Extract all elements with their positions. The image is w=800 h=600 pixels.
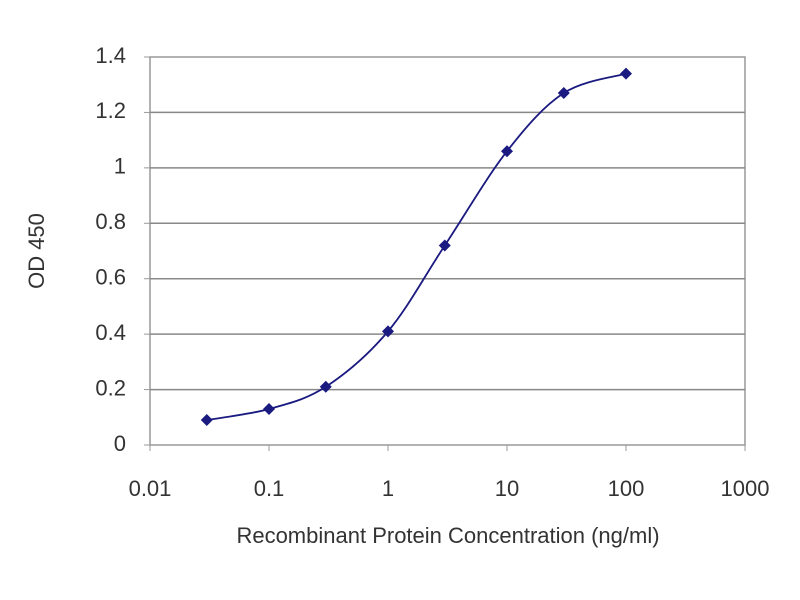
series-line xyxy=(206,72,627,421)
data-point xyxy=(501,145,513,158)
data-point xyxy=(557,87,570,100)
data-point xyxy=(438,239,451,252)
data-point xyxy=(620,67,632,80)
data-point xyxy=(319,380,332,393)
y-tick-label: 0.6 xyxy=(95,265,126,290)
data-point xyxy=(263,402,275,415)
y-tick-label: 0.4 xyxy=(95,320,126,345)
y-tick-label: 0.8 xyxy=(95,209,126,234)
data-point xyxy=(200,414,213,427)
x-tick-label: 0.01 xyxy=(129,476,172,501)
x-tick-label: 0.1 xyxy=(254,476,285,501)
y-tick-label: 0 xyxy=(114,431,126,456)
y-tick-label: 1.4 xyxy=(95,43,126,68)
x-tick-label: 1000 xyxy=(721,476,770,501)
x-axis-label: Recombinant Protein Concentration (ng/ml… xyxy=(236,523,659,548)
x-tick-label: 1 xyxy=(382,476,394,501)
x-tick-label: 10 xyxy=(495,476,519,501)
y-tick-label: 1 xyxy=(114,154,126,179)
y-tick-label: 0.2 xyxy=(95,375,126,400)
data-point xyxy=(382,325,394,338)
x-tick-label: 100 xyxy=(608,476,645,501)
y-axis-label: OD 450 xyxy=(24,213,49,289)
plot-area xyxy=(149,56,746,446)
y-tick-label: 1.2 xyxy=(95,98,126,123)
